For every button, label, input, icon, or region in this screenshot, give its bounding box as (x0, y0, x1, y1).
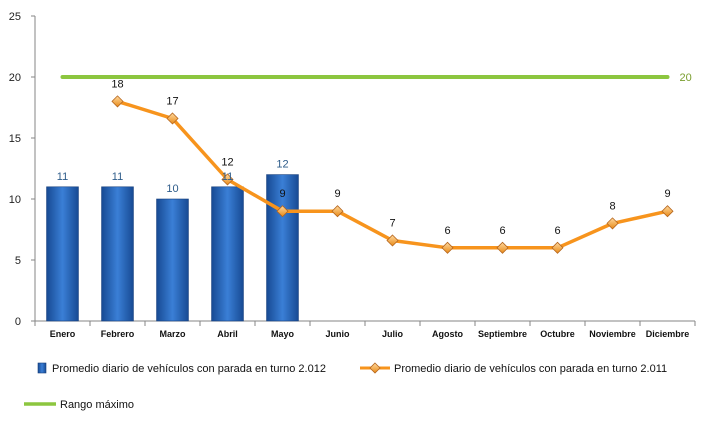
line-data-label: 18 (111, 78, 123, 90)
line-marker (386, 234, 399, 247)
x-tick-label: Diciembre (646, 329, 690, 339)
legend-label-max: Rango máximo (60, 399, 134, 411)
x-tick-label: Septiembre (478, 329, 527, 339)
bar-data-label: 10 (166, 183, 178, 195)
y-tick-label: 15 (9, 133, 21, 145)
line-series (60, 75, 674, 254)
line-marker (111, 95, 124, 108)
bar (46, 186, 79, 322)
x-tick-label: Agosto (432, 329, 463, 339)
y-tick-label: 0 (15, 316, 21, 328)
bar-data-label: 11 (112, 171, 123, 183)
x-tick-label: Febrero (101, 329, 135, 339)
x-tick-label: Enero (50, 329, 76, 339)
x-tick-label: Noviembre (589, 329, 636, 339)
line-data-label: 7 (389, 217, 395, 229)
line-data-label: 9 (664, 188, 670, 200)
legend-label-2012: Promedio diario de vehículos con parada … (52, 363, 326, 375)
bar (101, 186, 134, 322)
line-data-label: 6 (499, 225, 505, 237)
line-marker (441, 241, 454, 254)
legend-label-2011: Promedio diario de vehículos con parada … (394, 363, 667, 375)
line-marker (606, 217, 619, 230)
line-marker (331, 205, 344, 218)
x-tick-label: Junio (326, 329, 351, 339)
line-data-label: 6 (444, 225, 450, 237)
x-tick-label: Octubre (540, 329, 575, 339)
line-data-label: 9 (334, 188, 340, 200)
bar-data-label: 12 (276, 159, 288, 171)
line-marker (276, 205, 289, 218)
line-marker (496, 241, 509, 254)
x-tick-label: Marzo (159, 329, 186, 339)
line-marker (551, 241, 564, 254)
x-tick-label: Mayo (271, 329, 295, 339)
line-marker (221, 173, 234, 186)
line-data-label: 17 (166, 95, 178, 107)
y-tick-label: 5 (15, 255, 21, 267)
max-range-data-label: 20 (680, 72, 692, 84)
line-marker (661, 205, 674, 218)
legend-swatch-bar (37, 362, 47, 374)
x-tick-label: Abril (217, 329, 238, 339)
line-data-label: 8 (609, 200, 615, 212)
line-data-label: 12 (221, 156, 233, 168)
legend-swatch-marker (369, 362, 381, 374)
axes: 0 5 10 15 20 25 Enero Febrero Marzo Abril Mayo Juni… (9, 11, 696, 339)
y-tick-label: 10 (9, 194, 21, 206)
y-tick-label: 25 (9, 11, 21, 23)
line-data-label: 6 (554, 225, 560, 237)
bar (156, 198, 189, 322)
x-tick-label: Julio (382, 329, 404, 339)
line-data-label: 9 (279, 188, 285, 200)
line-marker (166, 112, 179, 125)
data-labels: 11 11 10 11 12 18 17 12 9 9 7 6 6 6 8 9 20 (57, 72, 692, 237)
bar (266, 174, 299, 322)
legend: Promedio diario de vehículos con parada … (24, 362, 667, 411)
bar-series (46, 174, 299, 322)
bar-data-label: 11 (222, 171, 233, 183)
bar-data-label: 11 (57, 171, 68, 183)
bar (211, 186, 244, 322)
y-tick-label: 20 (9, 72, 21, 84)
